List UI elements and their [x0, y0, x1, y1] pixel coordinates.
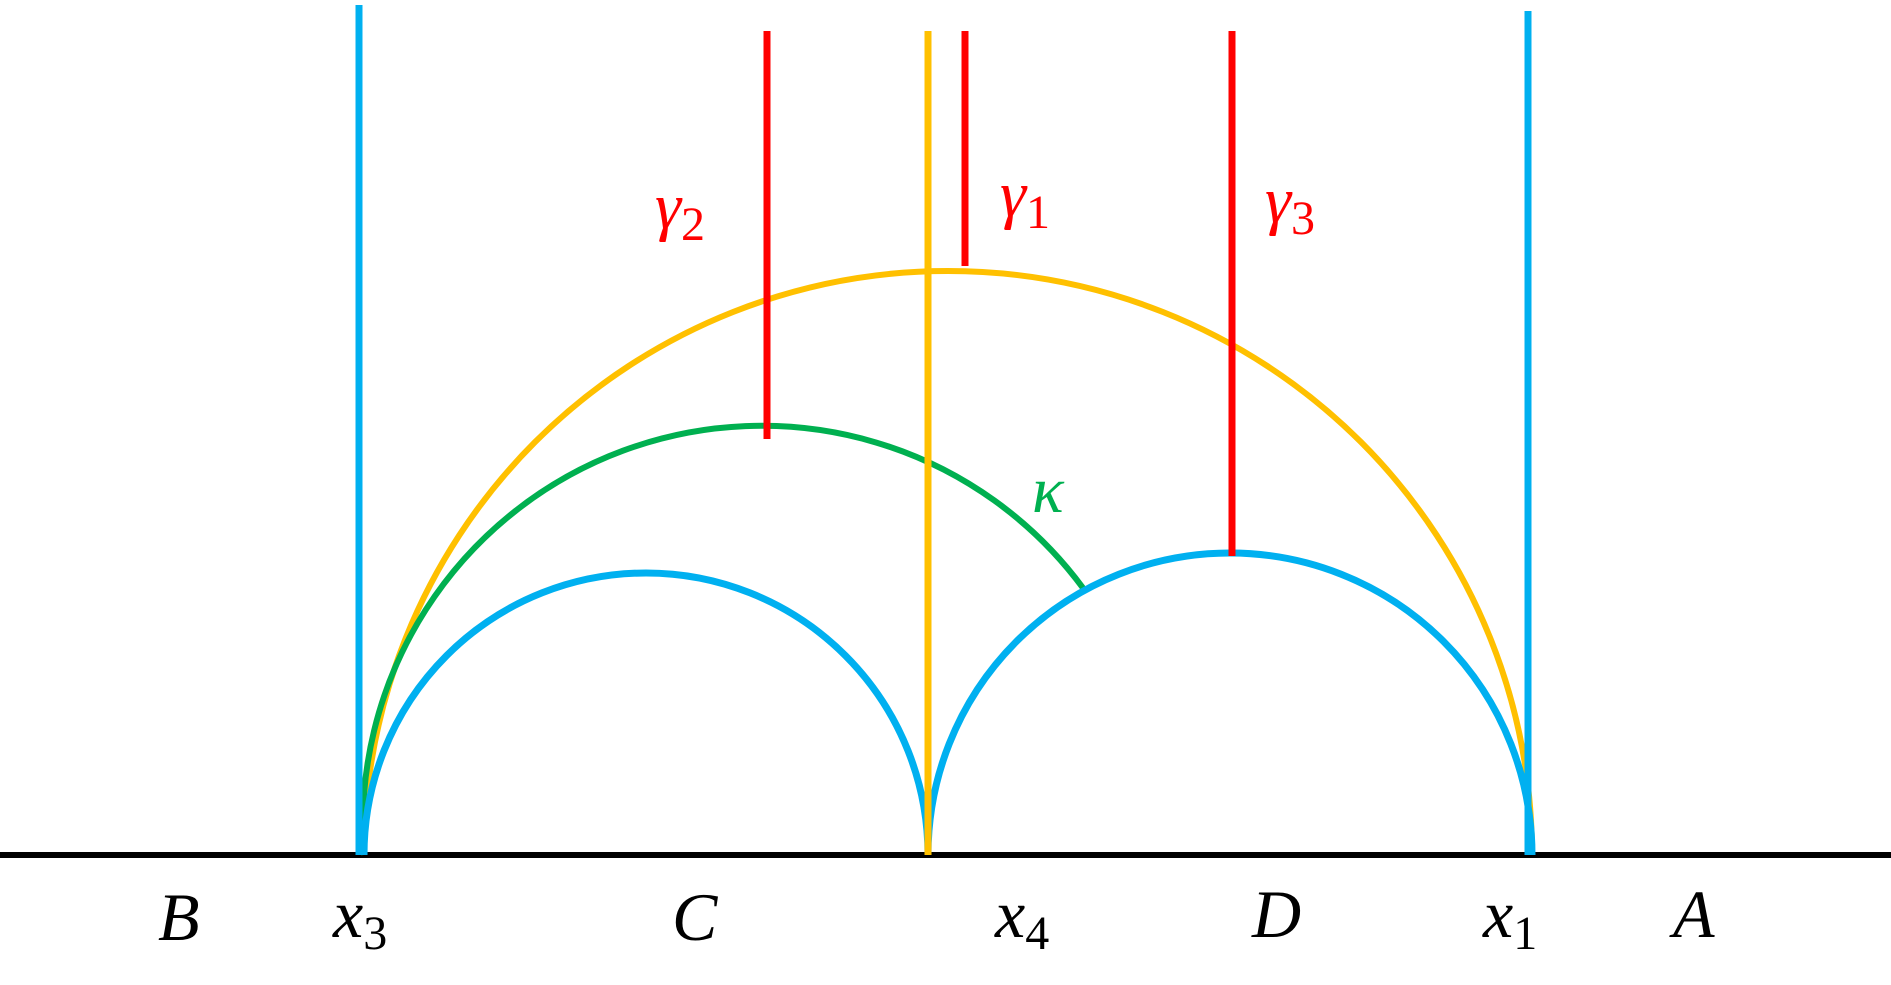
- region-c-label: C: [672, 879, 718, 955]
- kappa-label: κ: [1032, 454, 1065, 527]
- yellow-geodesic-arc: [361, 268, 1535, 856]
- region-b-label: B: [158, 879, 200, 955]
- x1-label: x1: [1482, 876, 1537, 960]
- x4-label-sub: 4: [1025, 907, 1049, 960]
- green-geodesic-kappa: [359, 422, 1086, 856]
- gamma3-label: γ3: [1265, 164, 1315, 245]
- blue-semicircle-d: [924, 549, 1536, 856]
- x4-label-base: x: [994, 876, 1025, 952]
- x3-label-sub: 3: [363, 907, 387, 960]
- x1-label-sub: 1: [1513, 907, 1537, 960]
- x3-label-base: x: [332, 876, 363, 952]
- gamma2-label-sub: 2: [681, 198, 705, 251]
- x3-label: x3: [332, 876, 387, 960]
- x1-label-base: x: [1482, 876, 1513, 952]
- gamma3-label-base: γ: [1265, 164, 1293, 237]
- x4-label: x4: [994, 876, 1049, 960]
- blue-semicircle-c: [360, 569, 932, 856]
- gamma2-label-base: γ: [655, 170, 683, 243]
- region-d-label: D: [1251, 876, 1301, 952]
- gamma1-label: γ1: [1000, 158, 1050, 239]
- gamma3-label-sub: 3: [1291, 192, 1315, 245]
- gamma1-label-sub: 1: [1026, 186, 1050, 239]
- region-a-label: A: [1669, 876, 1715, 952]
- gamma2-label: γ2: [655, 170, 705, 251]
- gamma1-label-base: γ: [1000, 158, 1028, 231]
